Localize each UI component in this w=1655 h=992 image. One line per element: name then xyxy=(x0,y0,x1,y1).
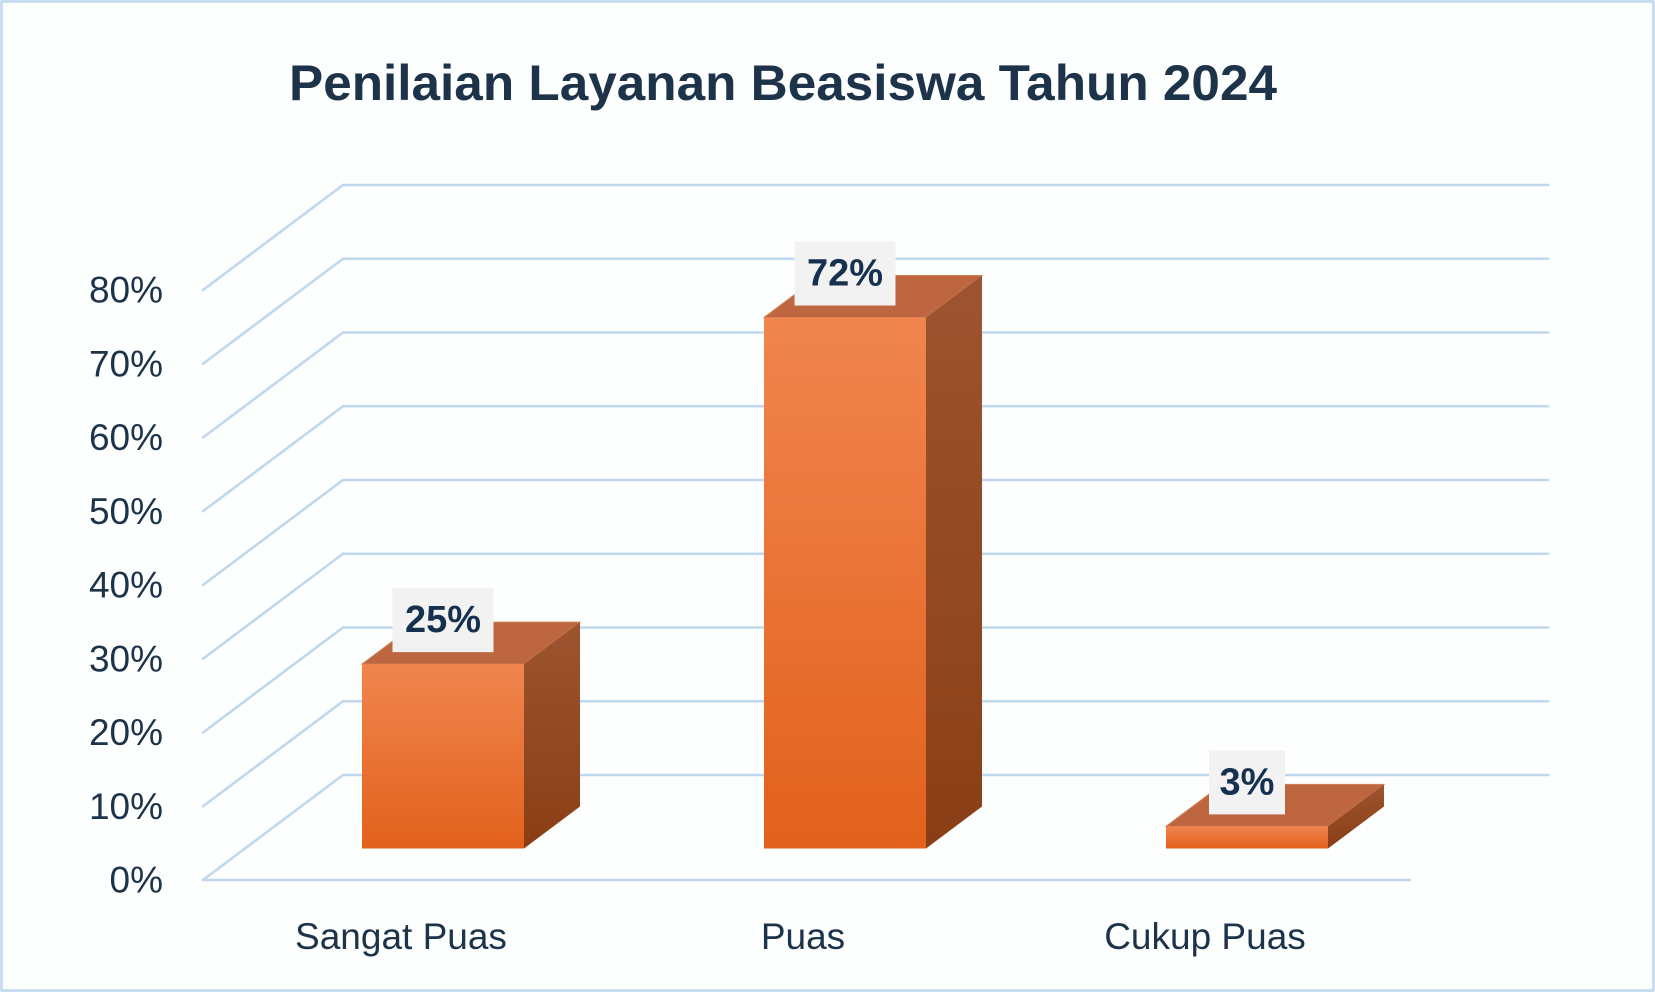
data-labels-group: 25% 72% 3% xyxy=(392,241,1285,815)
y-tick-label: 40% xyxy=(89,565,163,606)
x-axis-labels: Sangat Puas Puas Cukup Puas xyxy=(295,916,1306,957)
gridline-diagonal xyxy=(201,552,345,661)
bar-side-face xyxy=(926,275,982,849)
gridline-diagonal xyxy=(201,183,345,292)
gridline-diagonal xyxy=(201,699,345,808)
bar xyxy=(762,275,984,849)
y-tick-label: 30% xyxy=(89,638,163,679)
y-tick-label: 10% xyxy=(89,786,163,827)
y-tick-label: 50% xyxy=(89,491,163,532)
bar xyxy=(360,621,582,849)
bar-front-face xyxy=(764,317,926,849)
gridline-diagonal xyxy=(201,404,345,513)
gridline-diagonal xyxy=(201,773,345,882)
data-label-text: 72% xyxy=(807,253,883,295)
category-label: Cukup Puas xyxy=(1104,916,1306,957)
y-tick-label: 20% xyxy=(89,712,163,753)
data-label-text: 3% xyxy=(1220,761,1275,803)
gridline-diagonal xyxy=(201,257,345,366)
gridline-diagonal xyxy=(201,478,345,587)
bar-front-face xyxy=(1166,826,1328,849)
gridline-diagonal xyxy=(201,626,345,734)
bars-group xyxy=(360,275,1386,849)
bar-side-face xyxy=(1328,784,1384,849)
y-tick-label: 0% xyxy=(110,860,163,901)
bar-front-face xyxy=(362,664,524,849)
data-label-box xyxy=(1209,750,1285,815)
bar-side-face xyxy=(524,622,580,849)
chart-title: Penilaian Layanan Beasiswa Tahun 2024 xyxy=(289,55,1277,111)
category-label: Sangat Puas xyxy=(295,916,507,957)
bar-chart: Penilaian Layanan Beasiswa Tahun 2024 0%… xyxy=(89,55,1550,957)
data-label-text: 25% xyxy=(405,599,481,641)
data-label-box xyxy=(794,241,896,306)
y-tick-label: 80% xyxy=(89,270,163,311)
y-tick-label: 70% xyxy=(89,343,163,384)
data-label-box xyxy=(392,588,494,653)
gridline-diagonal xyxy=(201,331,345,439)
category-label: Puas xyxy=(761,916,845,957)
y-tick-label: 60% xyxy=(89,417,163,458)
